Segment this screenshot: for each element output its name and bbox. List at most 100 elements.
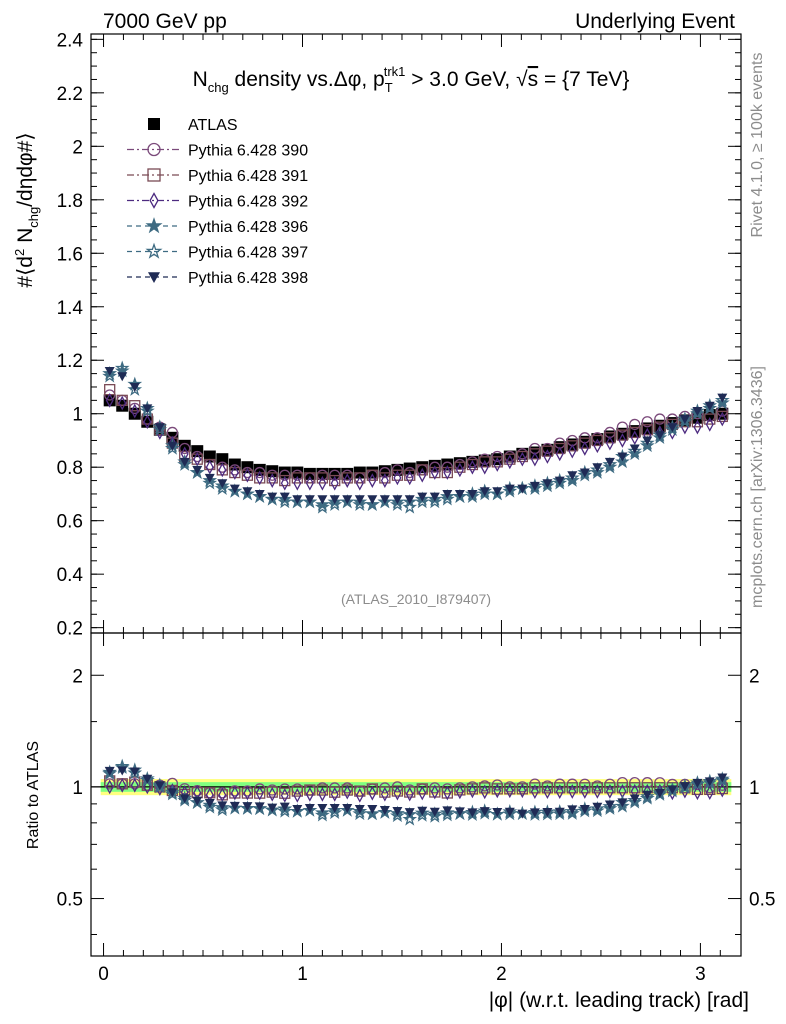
ratio-point	[542, 808, 553, 818]
ratio-point	[718, 782, 727, 798]
data-point	[593, 438, 602, 454]
ratio-point	[364, 806, 380, 821]
data-point	[117, 372, 128, 382]
ratio-point	[504, 807, 515, 817]
ratio-point	[529, 782, 541, 794]
data-point	[293, 475, 302, 491]
data-point	[229, 484, 240, 494]
data-point	[667, 423, 678, 433]
ratio-point	[592, 802, 603, 812]
data-point	[380, 473, 389, 488]
ratio-point	[454, 807, 465, 817]
legend-marker	[145, 242, 163, 259]
ratio-point	[118, 777, 127, 793]
chart-title: Nchg density vs.Δφ, pTtrk1 > 3.0 GeV, √s…	[193, 64, 630, 95]
legend-marker	[147, 168, 161, 182]
data-point	[305, 475, 314, 491]
y-tick-label: 2	[72, 137, 83, 158]
ratio-point	[593, 784, 602, 799]
data-point	[618, 433, 627, 448]
data-point	[467, 489, 478, 499]
ratio-point	[480, 784, 489, 800]
ratio-point	[567, 805, 578, 815]
data-point	[367, 495, 378, 505]
ratio-point	[117, 766, 128, 776]
data-point	[492, 487, 503, 497]
data-point	[389, 496, 405, 511]
data-point	[704, 401, 715, 411]
data-point	[716, 410, 728, 423]
data-point	[591, 434, 604, 447]
y-tick-label: 2.4	[57, 30, 84, 51]
data-point	[330, 475, 339, 491]
data-point	[564, 470, 580, 485]
data-point	[355, 475, 364, 491]
ratio-point	[179, 794, 190, 804]
data-point	[417, 492, 428, 502]
legend-marker	[145, 217, 163, 234]
analysis-tag: (ATLAS_2010_I879407)	[341, 591, 491, 607]
data-point	[504, 453, 516, 465]
data-point	[641, 416, 653, 428]
legend-label: Pythia 6.428 390	[188, 143, 308, 160]
data-point	[605, 435, 614, 451]
ratio-point	[517, 809, 528, 819]
data-point	[379, 472, 391, 484]
ratio-point	[555, 784, 564, 799]
ratio-point	[102, 765, 118, 780]
data-point	[366, 466, 379, 479]
data-point	[277, 494, 293, 509]
data-point	[218, 462, 227, 478]
ratio-point	[566, 782, 578, 794]
data-point	[541, 445, 554, 457]
ratio-point	[479, 782, 491, 794]
ratio-point	[667, 785, 678, 795]
ratio-point	[217, 801, 228, 811]
ratio-point	[518, 783, 527, 799]
ratio-point	[230, 785, 239, 801]
data-point	[318, 475, 327, 491]
data-point	[391, 469, 404, 481]
ratio-tick-label-left: 0.5	[57, 890, 83, 911]
data-point	[429, 492, 440, 502]
ratio-point	[591, 782, 604, 794]
data-point	[704, 413, 716, 425]
ratio-point	[129, 767, 140, 777]
data-point	[214, 480, 230, 496]
data-point	[504, 484, 515, 494]
legend-marker	[147, 142, 161, 157]
header-left: 7000 GeV pp	[103, 10, 227, 33]
ratio-point	[439, 807, 455, 822]
data-point	[554, 476, 565, 486]
data-point	[629, 444, 640, 454]
data-point	[142, 404, 153, 414]
data-point	[566, 440, 578, 452]
data-point	[529, 481, 540, 491]
legend-label: ATLAS	[188, 117, 238, 134]
data-point	[468, 459, 477, 475]
ratio-tick-label-right: 2	[749, 666, 760, 687]
data-point	[354, 472, 366, 484]
data-point	[304, 495, 315, 505]
ratio-point	[354, 805, 365, 815]
data-point	[543, 449, 552, 464]
ratio-point	[389, 808, 405, 823]
ratio-tick-label-right: 0.5	[749, 890, 775, 911]
data-point	[202, 475, 218, 490]
data-point	[616, 421, 629, 433]
ratio-point	[342, 803, 353, 813]
legend: ATLAS Pythia 6.428 390 Pythia 6.428 391 Pyt…	[127, 117, 308, 287]
data-point	[255, 470, 264, 486]
ratio-point	[366, 783, 378, 795]
ratio-point	[104, 766, 115, 776]
data-point	[642, 436, 653, 446]
data-point	[354, 495, 365, 505]
rivet-label: Rivet 4.1.0, ≥ 100k events	[749, 53, 766, 238]
data-point	[266, 465, 279, 478]
ratio-point	[293, 788, 302, 803]
y-tick-label: 1.4	[57, 298, 84, 319]
ratio-point	[154, 781, 165, 791]
data-point	[405, 470, 414, 486]
data-point	[352, 496, 368, 511]
ratio-point	[402, 811, 418, 826]
